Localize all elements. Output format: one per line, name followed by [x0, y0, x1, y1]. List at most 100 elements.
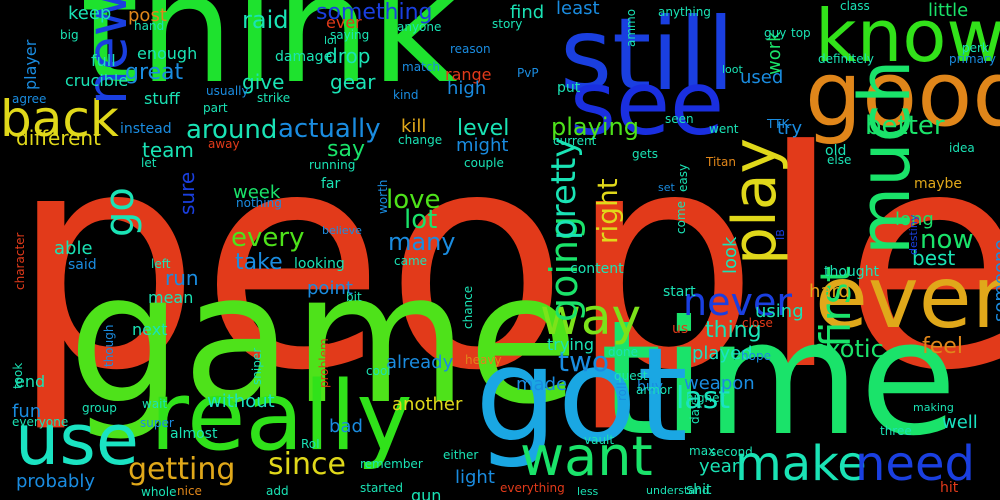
cloud-word: let [141, 156, 157, 170]
cloud-word: used [740, 67, 784, 88]
cloud-word: ever [326, 13, 362, 32]
cloud-word: gets [632, 147, 658, 161]
cloud-word: around [186, 115, 278, 145]
cloud-word: already [386, 352, 454, 373]
cloud-word: away [208, 137, 240, 151]
cloud-word: now [920, 225, 974, 255]
cloud-word: bad [329, 416, 363, 437]
cloud-word: drop [325, 44, 371, 68]
cloud-word: playing [551, 113, 639, 141]
cloud-word: go [97, 187, 143, 237]
cloud-word: someone [990, 239, 1000, 323]
cloud-word: hope [741, 349, 771, 363]
cloud-word: level [457, 116, 510, 141]
cloud-word: add [266, 484, 289, 498]
cloud-word: making [913, 401, 954, 414]
cloud-word: buy [637, 379, 664, 395]
cloud-word: running [309, 158, 356, 172]
cloud-word: lol [324, 34, 337, 47]
cloud-word: every [231, 223, 305, 253]
cloud-word: strike [257, 91, 291, 105]
cloud-word: time [600, 287, 957, 471]
cloud-word: shit [686, 482, 712, 498]
cloud-word: start [663, 284, 696, 300]
cloud-word: post [128, 5, 167, 26]
cloud-word: easy [676, 163, 690, 192]
cloud-word: remember [360, 457, 423, 471]
cloud-word: might [456, 135, 509, 156]
cloud-word: great [125, 60, 184, 85]
cloud-word: loot [722, 63, 743, 76]
cloud-word: trying [547, 335, 595, 354]
cloud-word: use [15, 399, 139, 481]
cloud-word: top [791, 26, 811, 40]
cloud-word: us [672, 321, 689, 337]
cloud-word: range [445, 65, 492, 84]
cloud-word: really [150, 362, 413, 472]
cloud-word: vault [584, 433, 615, 447]
cloud-word: IB [774, 229, 787, 240]
cloud-word: close [742, 316, 773, 330]
cloud-word: match [402, 60, 440, 74]
cloud-word: since [268, 447, 346, 482]
cloud-word: group [82, 401, 117, 415]
cloud-word: whole [141, 485, 177, 499]
cloud-word: idea [949, 141, 975, 155]
cloud-word: never [683, 280, 792, 324]
cloud-word: using [755, 301, 804, 322]
cloud-word: primary [949, 52, 996, 66]
cloud-word: seen [665, 112, 694, 126]
cloud-word: day [688, 401, 702, 424]
cloud-word: believe [322, 224, 362, 237]
cloud-word: armor [636, 383, 673, 397]
cloud-word: part [203, 101, 228, 115]
cloud-word: big [60, 28, 79, 42]
cloud-word: kill [401, 116, 427, 137]
cloud-word: understand [646, 484, 709, 497]
cloud-word: couple [464, 156, 504, 170]
cloud-word: everything [500, 481, 565, 495]
cloud-word: know [815, 0, 1000, 78]
cloud-word: left [151, 257, 171, 271]
cloud-word: exotic [812, 335, 884, 363]
cloud-word: people [10, 87, 1000, 436]
cloud-word: nice [177, 484, 202, 498]
cloud-word: chance [461, 285, 475, 329]
cloud-word: find [510, 2, 545, 23]
cloud-word: worth [376, 179, 390, 214]
cloud-word: enough [137, 44, 198, 63]
cloud-word: put [557, 80, 581, 96]
cloud-word: see [570, 52, 725, 155]
cloud-word: probably [16, 471, 95, 492]
cloud-word: cool [366, 364, 391, 378]
cloud-word: run [165, 266, 199, 290]
cloud-word: say [327, 137, 365, 162]
cloud-word: though [102, 324, 116, 367]
cloud-word: getting [128, 452, 236, 487]
cloud-word: came [394, 254, 428, 268]
cloud-word: still [560, 0, 735, 113]
cloud-word: content [570, 261, 624, 277]
cloud-word: stuff [144, 89, 180, 108]
cloud-word: even [815, 248, 1000, 348]
cloud-word: hit [940, 480, 959, 496]
cloud-word: Titan [706, 155, 736, 169]
cloud-word: love [386, 185, 441, 215]
cloud-word: quest [614, 369, 648, 383]
cloud-word: story [492, 17, 523, 31]
cloud-word: change [398, 133, 443, 147]
cloud-word: TTK [767, 117, 790, 131]
cloud-word: current [553, 134, 597, 148]
cloud-word: nothing [236, 196, 282, 210]
cloud-word: maybe [914, 176, 963, 192]
cloud-word: looking [294, 256, 345, 272]
cloud-word: game [68, 235, 579, 444]
cloud-word: guy [764, 26, 787, 40]
cloud-word: need [855, 436, 975, 492]
cloud-word: light [455, 467, 495, 488]
cloud-word: saying [330, 28, 370, 42]
cloud-word: two [558, 345, 610, 378]
cloud-word: either [443, 448, 479, 462]
cloud-word: anyone [397, 20, 442, 34]
cloud-word: instead [120, 121, 172, 137]
